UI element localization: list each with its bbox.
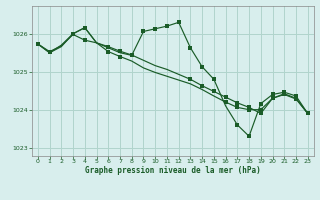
X-axis label: Graphe pression niveau de la mer (hPa): Graphe pression niveau de la mer (hPa) bbox=[85, 166, 261, 175]
